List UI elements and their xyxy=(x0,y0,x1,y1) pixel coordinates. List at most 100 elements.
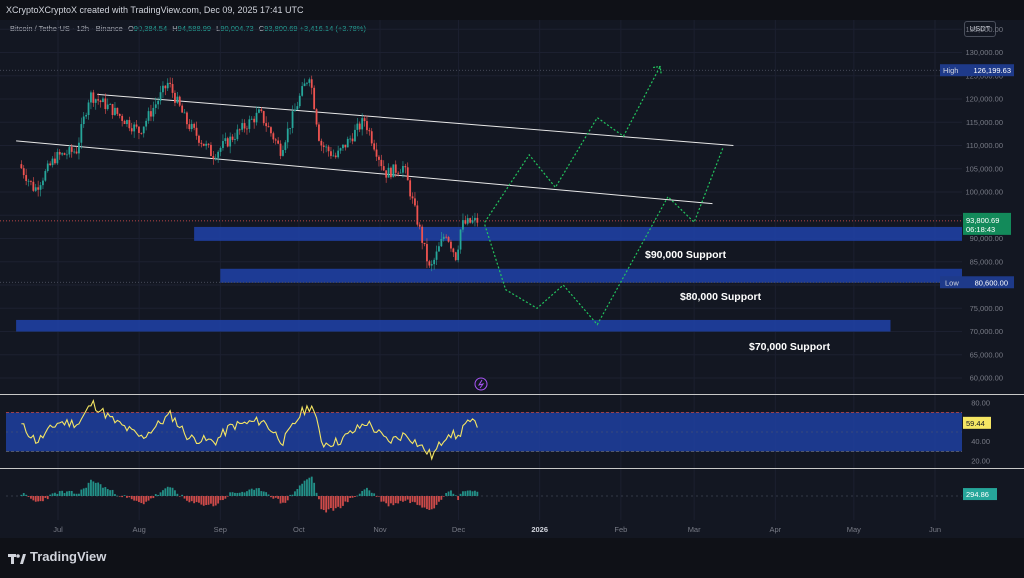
candle-body xyxy=(435,251,438,260)
candle-body xyxy=(126,120,128,125)
macd-histogram-bar xyxy=(330,496,332,509)
candle-body xyxy=(94,99,97,103)
rsi-band xyxy=(6,412,962,452)
macd-histogram-bar xyxy=(334,496,337,509)
price-tick-label: 85,000.00 xyxy=(970,257,1003,266)
macd-histogram-bar xyxy=(181,494,184,496)
macd-histogram-bar xyxy=(344,496,347,502)
candle-body xyxy=(140,132,143,134)
candle-body xyxy=(176,96,179,103)
candle-body xyxy=(450,241,452,249)
macd-histogram-bar xyxy=(342,496,344,506)
support-zone-label: $90,000 Support xyxy=(645,249,727,261)
macd-histogram-bar xyxy=(279,496,282,504)
macd-histogram-bar xyxy=(152,496,155,499)
macd-histogram-bar xyxy=(387,496,390,507)
candle-body xyxy=(442,236,445,239)
macd-histogram-bar xyxy=(183,496,186,499)
macd-histogram-bar xyxy=(423,496,426,508)
candle-body xyxy=(344,144,347,148)
rsi-tick-label: 20.00 xyxy=(971,457,990,466)
macd-histogram-bar xyxy=(421,496,424,508)
candle-body xyxy=(433,259,436,265)
macd-histogram-bar xyxy=(248,489,251,496)
candle-body xyxy=(214,157,217,159)
time-tick-label: May xyxy=(847,525,861,534)
candle-body xyxy=(248,119,251,129)
time-tick-label: 2026 xyxy=(531,525,548,534)
macd-histogram-bar xyxy=(63,493,66,496)
candle-body xyxy=(315,109,318,125)
macd-histogram-bar xyxy=(399,496,402,501)
ohlc-open-value: 90,384.54 xyxy=(133,24,168,33)
macd-histogram-bar xyxy=(94,482,97,496)
time-tick-label: Jul xyxy=(53,525,63,534)
macd-histogram-bar xyxy=(102,487,104,496)
candle-body xyxy=(32,181,35,191)
candle-body xyxy=(150,111,152,117)
macd-histogram-bar xyxy=(174,490,176,496)
candle-body xyxy=(130,128,133,132)
macd-histogram-bar xyxy=(385,496,388,504)
macd-histogram-bar xyxy=(34,496,37,502)
projection-arrowhead xyxy=(653,65,662,74)
candle-body xyxy=(102,98,104,103)
candle-body xyxy=(183,112,186,114)
time-tick-label: Apr xyxy=(769,525,781,534)
candle-body xyxy=(166,82,169,89)
low-marker-bg xyxy=(940,276,1014,289)
macd-histogram-bar xyxy=(87,482,90,496)
candle-body xyxy=(394,164,397,173)
macd-histogram-bar xyxy=(80,489,83,496)
candle-body xyxy=(37,187,40,190)
candle-body xyxy=(294,109,296,112)
candle-body xyxy=(308,79,311,83)
credit-text: XCryptoXCryptoX created with TradingView… xyxy=(6,5,304,15)
macd-histogram-bar xyxy=(282,496,284,503)
currency-button[interactable]: USDT xyxy=(964,21,996,37)
price-tick-label: 75,000.00 xyxy=(970,304,1003,313)
candle-body xyxy=(159,92,162,101)
candle-body xyxy=(80,124,83,143)
candle-body xyxy=(428,261,431,266)
candle-body xyxy=(56,151,59,164)
price-change: +3,416.14 (+3.78%) xyxy=(299,24,366,33)
candle-body xyxy=(49,163,52,166)
macd-histogram-bar xyxy=(375,496,378,497)
candle-body xyxy=(212,156,215,159)
candle-body xyxy=(198,135,200,143)
rsi-current-value: 59.44 xyxy=(966,419,985,428)
macd-histogram-bar xyxy=(397,496,400,504)
candle-body xyxy=(42,180,44,186)
macd-histogram-bar xyxy=(390,496,392,504)
macd-histogram-bar xyxy=(212,496,215,507)
macd-histogram-bar xyxy=(310,476,313,496)
candle-body xyxy=(27,180,30,182)
candle-body xyxy=(217,151,220,158)
candle-body xyxy=(349,138,352,140)
candle-body xyxy=(332,155,335,157)
price-tick-label: 100,000.00 xyxy=(965,188,1003,197)
candle-body xyxy=(370,131,373,144)
candle-body xyxy=(224,138,227,142)
candle-body xyxy=(75,151,78,154)
candle-body xyxy=(92,92,95,103)
candle-body xyxy=(284,142,287,151)
macd-histogram-bar xyxy=(200,496,203,505)
candle-body xyxy=(236,129,239,140)
macd-histogram-bar xyxy=(272,496,275,499)
macd-histogram-bar xyxy=(234,492,236,496)
macd-histogram-bar xyxy=(226,496,229,497)
candle-body xyxy=(219,147,222,152)
support-zone xyxy=(16,319,891,332)
candle-body xyxy=(178,96,181,106)
chart-area[interactable]: 60,000.0065,000.0070,000.0075,000.0080,0… xyxy=(0,20,1024,538)
macd-histogram-bar xyxy=(452,493,455,496)
replay-icon xyxy=(474,377,488,391)
macd-histogram-bar xyxy=(198,496,200,503)
price-tick-label: 70,000.00 xyxy=(970,327,1003,336)
candle-body xyxy=(260,109,263,112)
candle-body xyxy=(447,236,450,242)
macd-histogram-bar xyxy=(70,490,73,496)
candle-body xyxy=(202,143,205,146)
